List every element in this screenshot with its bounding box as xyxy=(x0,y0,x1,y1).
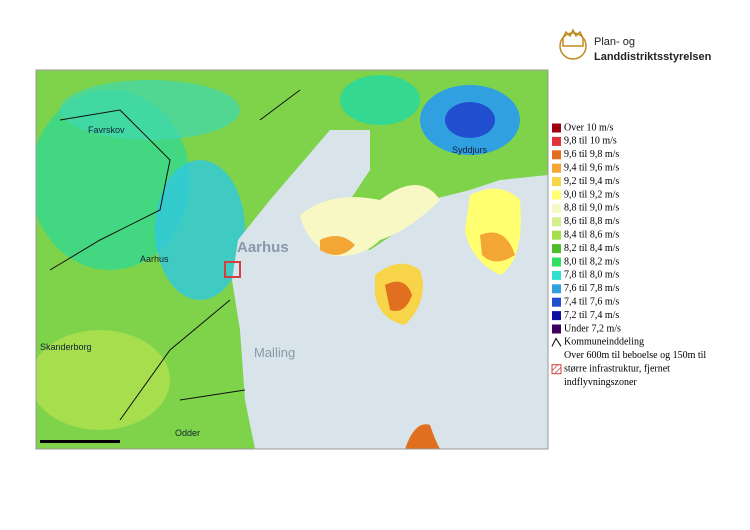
logo-text: Plan- og xyxy=(594,36,635,48)
map-label: Aarhus xyxy=(237,239,289,256)
legend-swatch xyxy=(551,364,562,375)
legend-label: 9,2 til 9,4 m/s xyxy=(564,176,619,187)
legend-swatch xyxy=(552,311,561,321)
legend-label: 8,6 til 8,8 m/s xyxy=(564,216,619,227)
legend-swatch xyxy=(552,177,561,187)
legend-label: 7,6 til 7,8 m/s xyxy=(564,283,619,294)
legend-swatch xyxy=(552,203,561,213)
legend-swatch xyxy=(552,284,561,294)
map xyxy=(36,70,548,449)
legend-label: 7,8 til 8,0 m/s xyxy=(564,270,619,281)
legend-label: 7,2 til 7,4 m/s xyxy=(564,310,619,321)
legend-swatch xyxy=(552,123,561,133)
map-label: Favrskov xyxy=(88,125,125,135)
legend-swatch xyxy=(552,244,561,254)
legend-swatch xyxy=(552,324,561,334)
legend-swatch xyxy=(552,230,561,240)
legend-swatch xyxy=(552,150,561,160)
legend-swatch xyxy=(552,136,561,146)
legend-label: Over 600m til beboelse og 150m til xyxy=(564,350,706,361)
legend-label: større infrastruktur, fjernet xyxy=(564,363,670,374)
legend-swatch xyxy=(552,190,561,200)
legend-label: 9,4 til 9,6 m/s xyxy=(564,162,619,173)
legend-line xyxy=(551,337,562,347)
map-frame xyxy=(35,69,549,450)
legend-label: Kommuneinddeling xyxy=(564,337,644,348)
legend-label: 8,8 til 9,0 m/s xyxy=(564,203,619,214)
legend-label: Under 7,2 m/s xyxy=(564,323,621,334)
map-label: Aarhus xyxy=(140,254,169,264)
legend-swatch xyxy=(552,257,561,267)
legend-label: 9,6 til 9,8 m/s xyxy=(564,149,619,160)
legend-swatch xyxy=(552,297,561,307)
map-label: Skanderborg xyxy=(40,342,92,352)
logo: Plan- og Landdistriktsstyrelsen xyxy=(559,28,712,63)
logo-text: Landdistriktsstyrelsen xyxy=(594,51,712,63)
legend-label: Over 10 m/s xyxy=(564,122,614,133)
map-label: Malling xyxy=(254,345,295,360)
legend-swatch xyxy=(552,163,561,173)
legend-swatch xyxy=(552,217,561,227)
legend-label: 9,0 til 9,2 m/s xyxy=(564,189,619,200)
legend-label: 7,4 til 7,6 m/s xyxy=(564,296,619,307)
map-label: Syddjurs xyxy=(452,145,488,155)
legend-label: 8,4 til 8,6 m/s xyxy=(564,229,619,240)
map-label: Odder xyxy=(175,428,200,438)
legend-label: 8,0 til 8,2 m/s xyxy=(564,256,619,267)
legend-label: 8,2 til 8,4 m/s xyxy=(564,243,619,254)
legend-swatch xyxy=(552,270,561,280)
legend: Over 10 m/s 9,8 til 10 m/s 9,6 til 9,8 m/s… xyxy=(551,122,706,388)
legend-label: indflyvningszoner xyxy=(564,377,637,388)
legend-label: 9,8 til 10 m/s xyxy=(564,136,617,147)
